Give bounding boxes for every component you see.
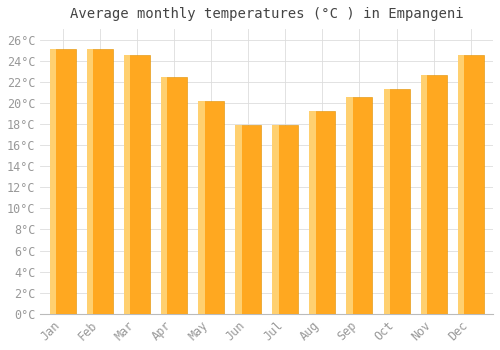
Bar [198,101,204,314]
Title: Average monthly temperatures (°C ) in Empangeni: Average monthly temperatures (°C ) in Em… [70,7,464,21]
Bar [86,49,93,314]
Bar [272,125,298,314]
Bar [235,125,261,314]
Bar [346,97,353,314]
Bar [310,111,316,314]
Bar [86,49,113,314]
Bar [235,125,242,314]
Bar [458,55,464,314]
Bar [124,55,130,314]
Bar [161,77,168,314]
Bar [384,89,409,314]
Bar [310,111,336,314]
Bar [420,76,427,314]
Bar [198,101,224,314]
Bar [161,77,187,314]
Bar [384,89,390,314]
Bar [50,49,76,314]
Bar [346,97,372,314]
Bar [50,49,56,314]
Bar [124,55,150,314]
Bar [272,125,278,314]
Bar [420,76,446,314]
Bar [458,55,484,314]
